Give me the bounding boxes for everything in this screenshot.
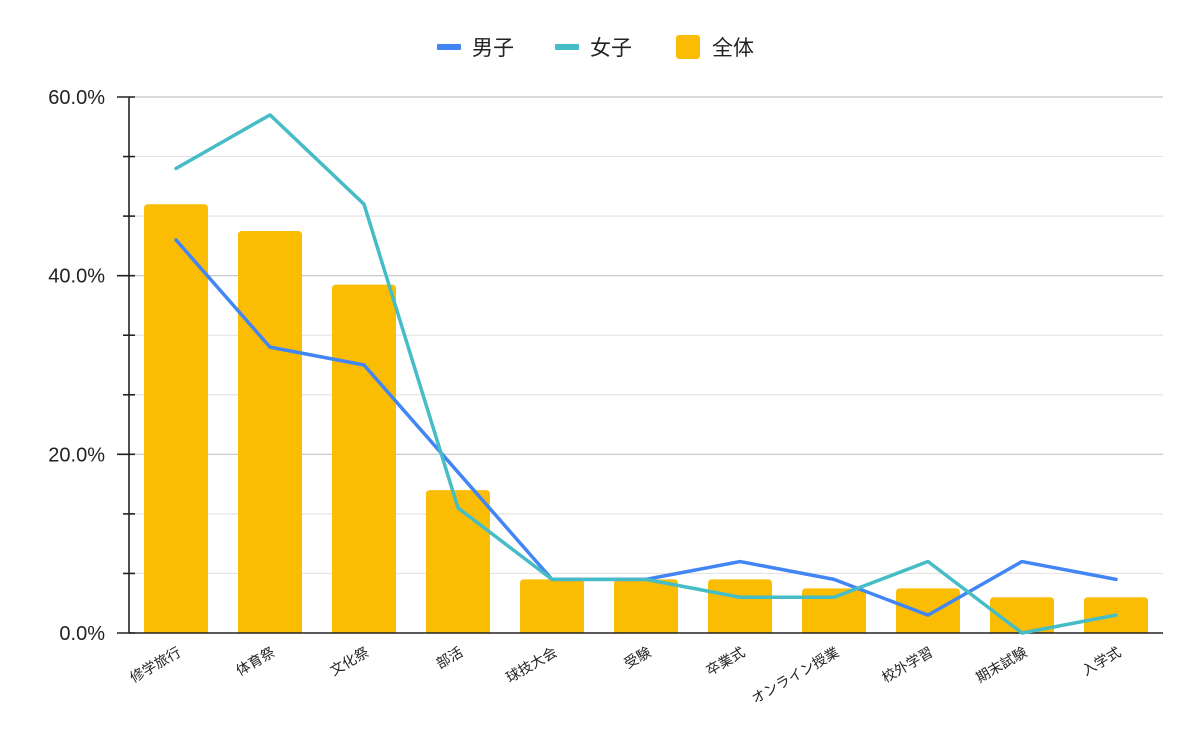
bar-2 bbox=[238, 231, 302, 633]
x-category-label: 体育祭 bbox=[234, 645, 278, 680]
y-tick-label: 40.0% bbox=[48, 266, 105, 288]
bar-6 bbox=[614, 579, 678, 633]
bar-1 bbox=[144, 204, 208, 633]
series-line-男子 bbox=[174, 238, 1118, 617]
legend-label: 男子 bbox=[472, 36, 514, 60]
axes bbox=[117, 96, 1163, 634]
x-category-label: 部活 bbox=[434, 645, 466, 673]
bar-3 bbox=[332, 284, 396, 633]
x-category-label: 受験 bbox=[622, 645, 654, 673]
bar-10 bbox=[990, 597, 1054, 633]
x-category-label: 文化祭 bbox=[328, 645, 372, 680]
x-category-label: 卒業式 bbox=[704, 645, 748, 680]
legend-line-marker bbox=[437, 44, 461, 50]
line-series bbox=[174, 113, 1118, 635]
y-tick-label: 60.0% bbox=[48, 87, 105, 109]
x-axis-category-labels: 修学旅行 体育祭 文化祭 部活 球技大会 受験 卒業式 オンライン授業 校外学習 期末試験 入学式 bbox=[128, 644, 1124, 708]
bar-5 bbox=[520, 579, 584, 633]
x-category-label: 校外学習 bbox=[879, 644, 936, 687]
y-axis-tick-labels: 0.0% 20.0% 40.0% 60.0% bbox=[48, 87, 105, 645]
legend-square-marker bbox=[676, 35, 700, 59]
legend-label: 女子 bbox=[590, 36, 632, 60]
y-tick-label: 20.0% bbox=[48, 444, 105, 466]
x-category-label: 入学式 bbox=[1080, 645, 1124, 680]
legend-line-marker bbox=[555, 44, 579, 50]
series-line-女子 bbox=[174, 113, 1118, 635]
bar-8 bbox=[802, 588, 866, 633]
y-tick-label: 0.0% bbox=[59, 623, 105, 645]
bar-7 bbox=[708, 579, 772, 633]
x-category-label: 球技大会 bbox=[504, 645, 560, 687]
legend: 男子 女子 全体 bbox=[437, 35, 754, 60]
bar-series-overall bbox=[144, 204, 1148, 633]
legend-label: 全体 bbox=[712, 36, 754, 60]
bar-9 bbox=[896, 588, 960, 633]
x-category-label: 期末試験 bbox=[974, 645, 1030, 687]
bar-4 bbox=[426, 490, 490, 633]
x-category-label: オンライン授業 bbox=[749, 645, 842, 708]
x-category-label: 修学旅行 bbox=[128, 645, 184, 687]
